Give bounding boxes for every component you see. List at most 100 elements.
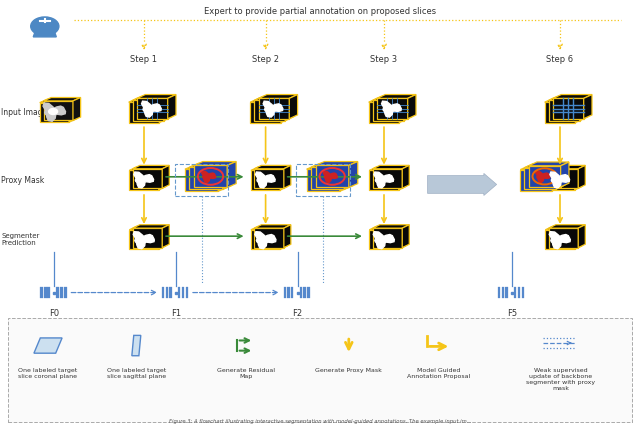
Polygon shape xyxy=(372,97,412,100)
Polygon shape xyxy=(194,165,227,187)
Text: F2: F2 xyxy=(292,309,303,318)
Polygon shape xyxy=(557,164,564,189)
Polygon shape xyxy=(251,230,280,249)
Polygon shape xyxy=(133,165,169,169)
Polygon shape xyxy=(520,166,561,170)
Polygon shape xyxy=(377,95,416,98)
Polygon shape xyxy=(575,226,582,249)
Polygon shape xyxy=(129,170,159,190)
Polygon shape xyxy=(133,232,154,249)
Polygon shape xyxy=(372,165,410,169)
Polygon shape xyxy=(129,230,159,249)
Bar xyxy=(64,287,67,298)
Polygon shape xyxy=(251,167,287,170)
Polygon shape xyxy=(254,225,291,228)
Text: Step 3: Step 3 xyxy=(371,55,397,64)
Bar xyxy=(47,287,50,298)
Polygon shape xyxy=(524,168,557,189)
Bar xyxy=(296,164,350,196)
Bar xyxy=(166,287,168,298)
Polygon shape xyxy=(548,97,588,100)
Bar xyxy=(498,287,500,298)
Polygon shape xyxy=(281,98,289,123)
Polygon shape xyxy=(545,170,575,190)
Text: Generate Residual
Map: Generate Residual Map xyxy=(218,368,275,379)
Polygon shape xyxy=(579,225,585,248)
Polygon shape xyxy=(251,226,287,230)
Polygon shape xyxy=(218,165,227,191)
Polygon shape xyxy=(580,97,588,121)
Polygon shape xyxy=(194,162,236,165)
Bar xyxy=(56,287,59,298)
Polygon shape xyxy=(399,226,406,249)
Polygon shape xyxy=(254,97,293,100)
Polygon shape xyxy=(402,225,410,248)
Text: Proxy Mask: Proxy Mask xyxy=(1,176,45,185)
Polygon shape xyxy=(69,99,77,122)
Polygon shape xyxy=(255,172,275,188)
Polygon shape xyxy=(202,171,216,182)
Text: One labeled target
slice coronal plane: One labeled target slice coronal plane xyxy=(19,368,77,379)
Polygon shape xyxy=(311,167,344,190)
Polygon shape xyxy=(369,230,399,249)
Polygon shape xyxy=(548,225,585,228)
Polygon shape xyxy=(129,102,159,123)
Polygon shape xyxy=(553,95,592,98)
Polygon shape xyxy=(189,164,232,167)
Polygon shape xyxy=(284,225,291,248)
Polygon shape xyxy=(381,101,401,117)
Bar xyxy=(522,287,524,298)
Polygon shape xyxy=(159,167,166,190)
Polygon shape xyxy=(316,165,349,187)
Polygon shape xyxy=(575,98,584,123)
Polygon shape xyxy=(548,165,585,169)
Polygon shape xyxy=(316,162,358,165)
Polygon shape xyxy=(133,228,163,248)
Polygon shape xyxy=(579,165,585,188)
Polygon shape xyxy=(344,164,353,190)
Bar xyxy=(178,287,180,298)
Polygon shape xyxy=(404,97,412,121)
Polygon shape xyxy=(575,167,582,190)
Polygon shape xyxy=(137,98,168,119)
Polygon shape xyxy=(280,226,287,249)
Polygon shape xyxy=(399,167,406,190)
Polygon shape xyxy=(254,165,291,169)
Polygon shape xyxy=(40,103,69,122)
Polygon shape xyxy=(369,98,408,102)
Polygon shape xyxy=(584,95,592,119)
Polygon shape xyxy=(311,164,353,167)
Polygon shape xyxy=(536,171,550,182)
Polygon shape xyxy=(545,226,582,230)
Text: Input Image: Input Image xyxy=(1,108,47,117)
Polygon shape xyxy=(250,98,289,102)
Bar xyxy=(284,287,286,298)
Polygon shape xyxy=(349,162,358,187)
Polygon shape xyxy=(44,101,73,120)
Text: F5: F5 xyxy=(507,309,517,318)
Circle shape xyxy=(270,106,278,111)
Text: F1: F1 xyxy=(171,309,181,318)
Polygon shape xyxy=(163,225,169,248)
Bar xyxy=(169,287,172,298)
Polygon shape xyxy=(141,101,161,117)
Polygon shape xyxy=(129,167,166,170)
Polygon shape xyxy=(545,167,582,170)
Polygon shape xyxy=(373,232,394,249)
Polygon shape xyxy=(133,225,169,228)
Polygon shape xyxy=(255,232,276,249)
Text: Step 6: Step 6 xyxy=(547,55,573,64)
Polygon shape xyxy=(307,165,349,169)
Polygon shape xyxy=(185,169,218,191)
Polygon shape xyxy=(289,95,298,119)
Polygon shape xyxy=(250,102,281,123)
Bar xyxy=(162,287,164,298)
Polygon shape xyxy=(34,338,62,353)
Polygon shape xyxy=(251,170,280,190)
Polygon shape xyxy=(164,97,172,121)
Polygon shape xyxy=(524,164,564,168)
Polygon shape xyxy=(33,30,56,37)
Polygon shape xyxy=(133,169,163,188)
Circle shape xyxy=(31,17,59,36)
Polygon shape xyxy=(259,98,289,119)
